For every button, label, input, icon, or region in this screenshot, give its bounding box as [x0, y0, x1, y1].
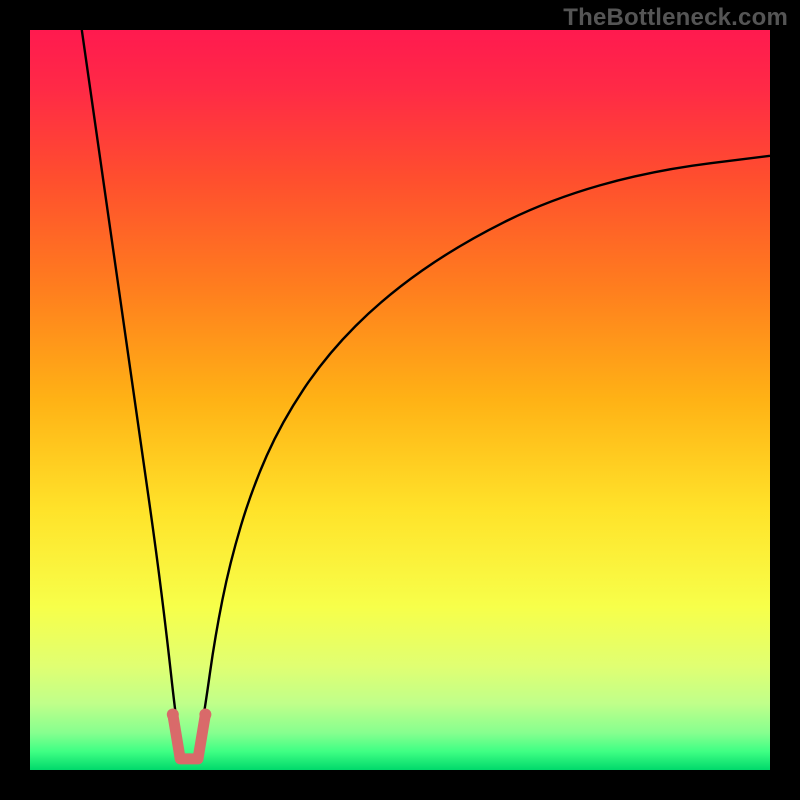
bottleneck-chart [0, 0, 800, 800]
u-marker-dot-right [199, 709, 211, 721]
watermark-text: TheBottleneck.com [563, 4, 788, 32]
chart-frame: TheBottleneck.com [0, 0, 800, 800]
plot-area [30, 30, 770, 770]
u-marker-dot-left [167, 709, 179, 721]
